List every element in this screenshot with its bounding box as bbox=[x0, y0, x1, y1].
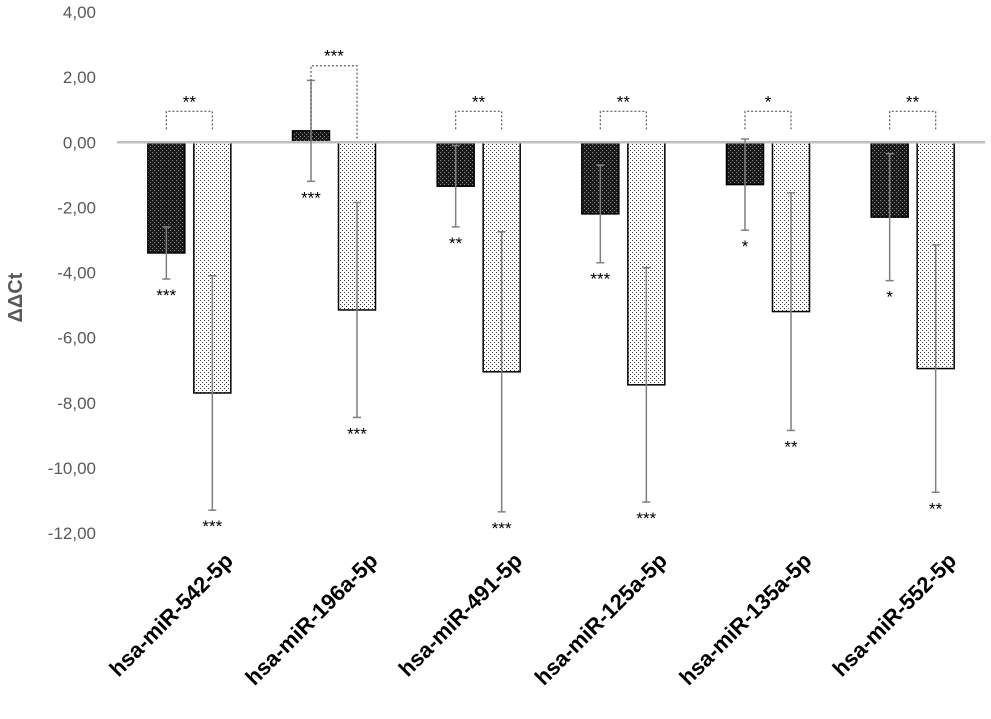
bracket-significance-label: ** bbox=[183, 92, 197, 111]
significance-label: *** bbox=[492, 519, 512, 538]
category-label: hsa-miR-491-5p bbox=[394, 548, 528, 682]
significance-label: *** bbox=[590, 270, 610, 289]
error-bar bbox=[596, 164, 605, 264]
significance-label: * bbox=[886, 288, 893, 307]
comparison-bracket: * bbox=[744, 92, 792, 130]
comparison-brackets: ******* ** * ** bbox=[165, 47, 937, 141]
comparison-bracket: *** bbox=[310, 47, 358, 141]
error-bars bbox=[162, 79, 940, 513]
bracket-significance-label: * bbox=[765, 92, 772, 111]
error-bar bbox=[497, 231, 506, 513]
error-bar bbox=[162, 226, 171, 280]
significance-label: ** bbox=[929, 499, 943, 518]
error-bar bbox=[451, 144, 460, 228]
y-tick-label: 0,00 bbox=[63, 133, 96, 152]
significance-label: *** bbox=[347, 424, 367, 443]
category-labels: hsa-miR-542-5p hsa-miR-196a-5p hsa-miR-491… bbox=[104, 548, 961, 690]
category-label: hsa-miR-542-5p bbox=[104, 548, 238, 682]
y-tick-label: -6,00 bbox=[57, 329, 96, 348]
error-bar bbox=[353, 201, 361, 419]
y-tick-label: 2,00 bbox=[63, 68, 96, 87]
y-axis-title: ΔΔCt bbox=[5, 272, 27, 322]
error-bar bbox=[931, 244, 940, 494]
bracket-significance-label: ** bbox=[472, 92, 486, 111]
bracket-significance-label: ** bbox=[906, 92, 920, 111]
y-tick-label: -2,00 bbox=[57, 198, 96, 217]
category-label: hsa-miR-552-5p bbox=[828, 548, 962, 682]
comparison-bracket: ** bbox=[455, 92, 503, 130]
y-tick-label: -10,00 bbox=[48, 459, 96, 478]
error-bar bbox=[885, 152, 894, 282]
comparison-bracket: ** bbox=[889, 92, 937, 130]
y-tick-label: -12,00 bbox=[48, 524, 96, 543]
significance-label: * bbox=[742, 237, 749, 256]
significance-label: *** bbox=[202, 517, 222, 536]
bars bbox=[147, 130, 955, 394]
category-label: hsa-miR-135a-5p bbox=[674, 548, 816, 690]
significance-label: *** bbox=[636, 509, 656, 528]
comparison-bracket: ** bbox=[165, 92, 213, 130]
bracket-significance-label: *** bbox=[324, 47, 344, 66]
significance-label: ** bbox=[449, 234, 463, 253]
significance-label: ** bbox=[784, 437, 798, 456]
y-tick-label: 4,00 bbox=[63, 3, 96, 22]
y-tick-label: -4,00 bbox=[57, 264, 96, 283]
comparison-bracket: ** bbox=[599, 92, 647, 130]
category-label: hsa-miR-196a-5p bbox=[240, 548, 382, 690]
significance-labels: ***************************** bbox=[156, 188, 942, 538]
significance-label: *** bbox=[156, 286, 176, 305]
error-bar bbox=[787, 191, 795, 432]
category-label: hsa-miR-125a-5p bbox=[530, 548, 672, 690]
error-bar bbox=[741, 138, 749, 231]
error-bar bbox=[642, 266, 651, 503]
y-axis-ticks: 4,00 2,00 0,00 -2,00 -4,00 -6,00 -8,00 -10,00 -1… bbox=[48, 3, 96, 543]
error-bar bbox=[208, 275, 217, 511]
bracket-significance-label: ** bbox=[617, 92, 631, 111]
y-tick-label: -8,00 bbox=[57, 394, 96, 413]
significance-label: *** bbox=[301, 188, 321, 207]
